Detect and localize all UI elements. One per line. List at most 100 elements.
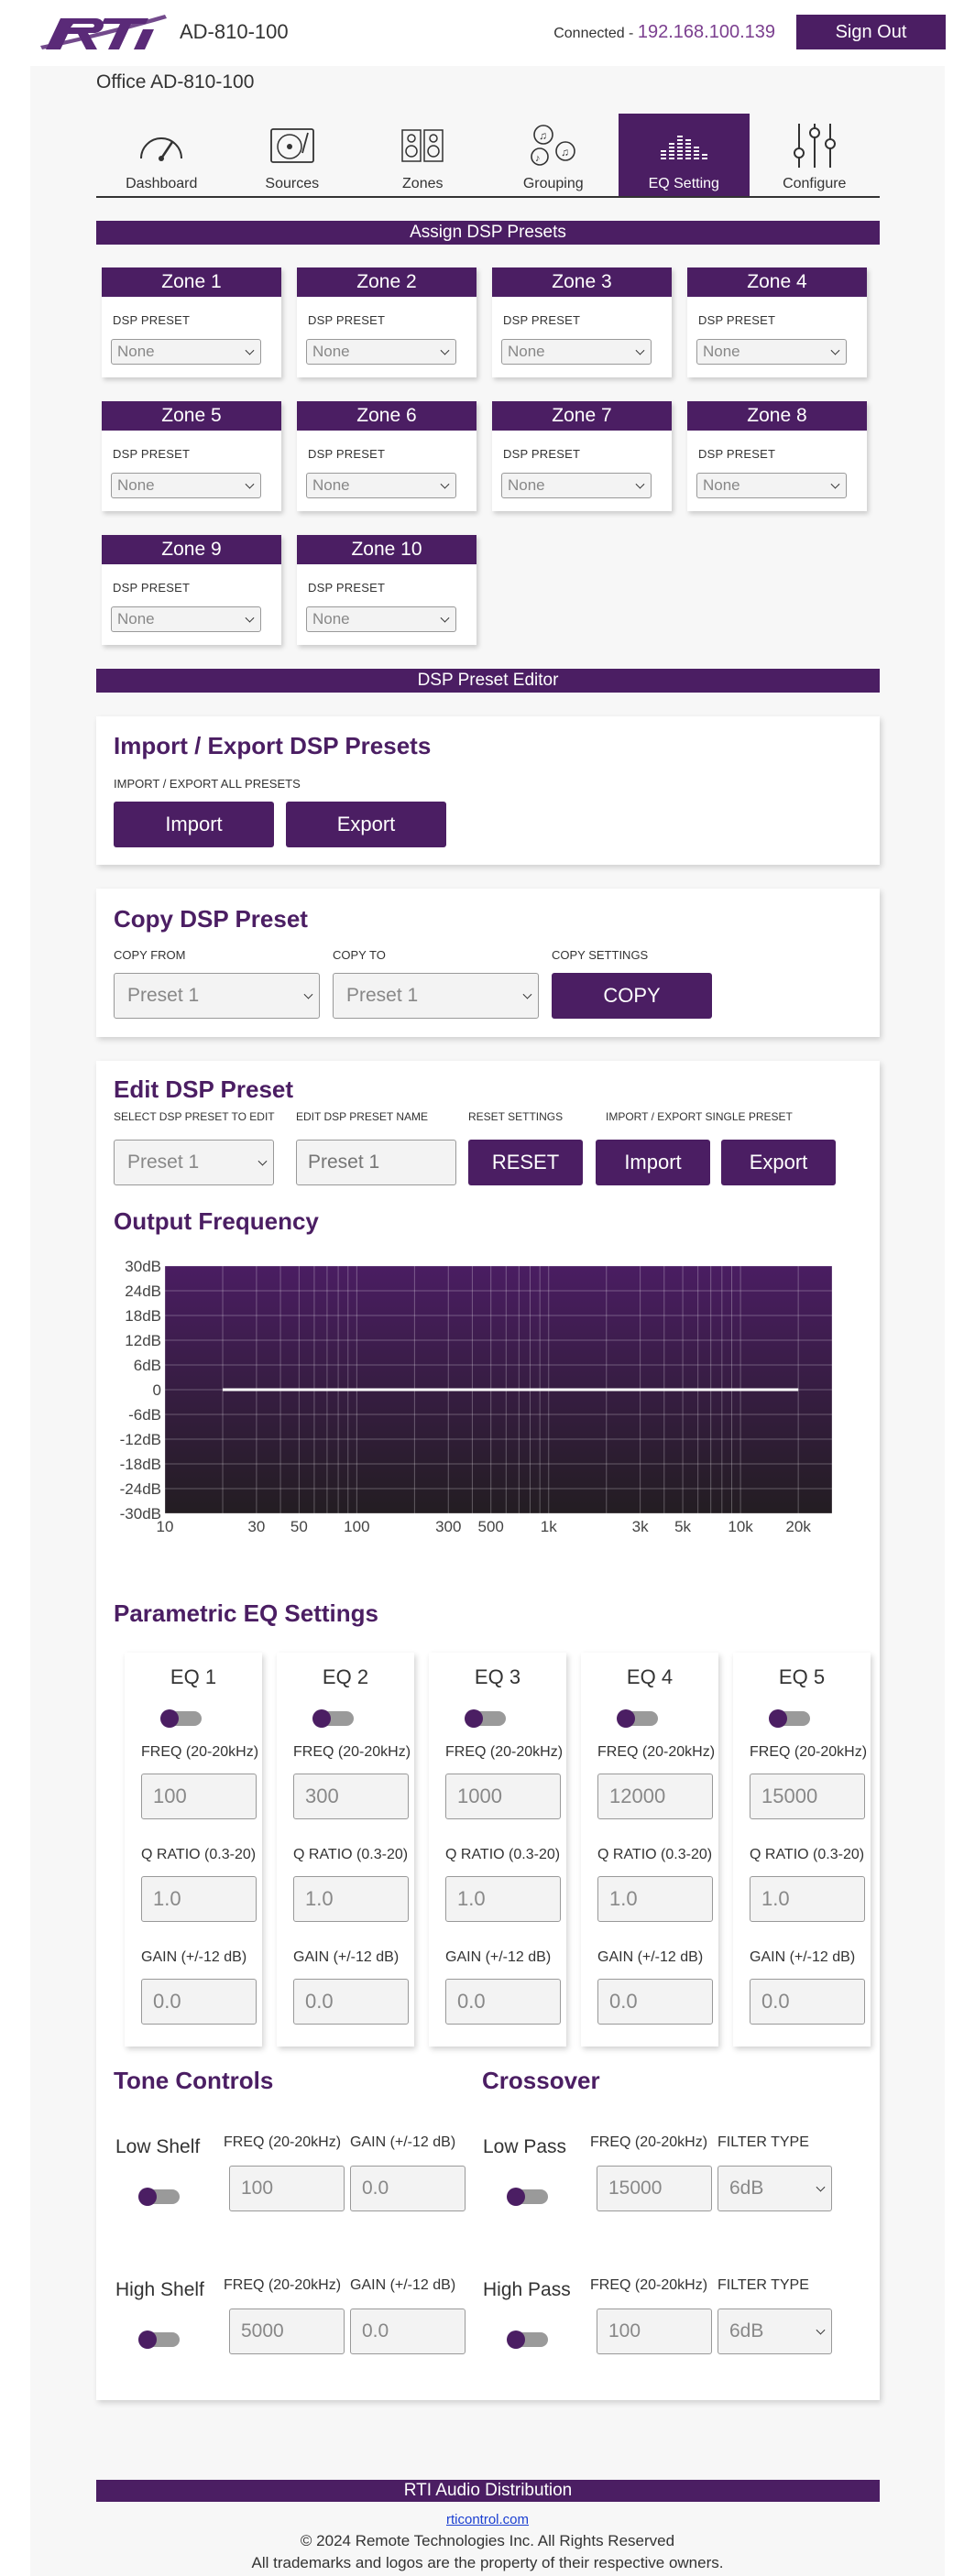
dsp-preset-select[interactable]: None: [501, 339, 652, 365]
freq-label: FREQ (20-20kHz): [750, 1744, 868, 1760]
y-tick-label: -18dB: [120, 1456, 161, 1473]
tab-configure[interactable]: Configure: [750, 114, 881, 196]
dsp-preset-select[interactable]: None: [501, 473, 652, 498]
low-shelf-freq-input[interactable]: 100: [229, 2166, 345, 2211]
low-pass-filter-select[interactable]: 6dB: [718, 2166, 832, 2211]
tab-dashboard[interactable]: Dashboard: [96, 114, 227, 196]
freq-input[interactable]: 12000: [597, 1774, 713, 1819]
eq-band-toggle[interactable]: [769, 1709, 810, 1728]
tab-eq-setting[interactable]: EQ Setting: [619, 114, 750, 196]
y-tick-label: 24dB: [125, 1283, 161, 1300]
low-pass-toggle[interactable]: [507, 2188, 548, 2206]
dsp-preset-select[interactable]: None: [111, 606, 261, 632]
copy-from-label: COPY FROM: [114, 948, 186, 962]
sign-out-button[interactable]: Sign Out: [796, 15, 946, 49]
dsp-preset-select[interactable]: None: [306, 473, 456, 498]
copy-to-select[interactable]: Preset 1: [333, 973, 539, 1019]
dsp-preset-select[interactable]: None: [111, 339, 261, 365]
eq-band-toggle[interactable]: [617, 1709, 658, 1728]
freq-input[interactable]: 1000: [445, 1774, 561, 1819]
y-tick-label: 6dB: [134, 1357, 161, 1374]
reset-button[interactable]: RESET: [468, 1140, 583, 1185]
eq-band-card: EQ 3 FREQ (20-20kHz) 1000 Q RATIO (0.3-2…: [429, 1653, 566, 2047]
x-tick-label: 1k: [541, 1518, 557, 1535]
high-pass-freq-input[interactable]: 100: [597, 2309, 712, 2354]
eq-band-title: EQ 2: [322, 1665, 369, 1688]
q-ratio-input[interactable]: 1.0: [750, 1876, 865, 1922]
dsp-preset-label: DSP PRESET: [113, 447, 191, 461]
export-all-button[interactable]: Export: [286, 802, 446, 847]
low-shelf-gain-input[interactable]: 0.0: [350, 2166, 466, 2211]
eq-band-toggle[interactable]: [312, 1709, 354, 1728]
turntable-icon: [227, 123, 358, 169]
svg-text:♪: ♪: [535, 153, 541, 164]
dsp-preset-select[interactable]: None: [696, 339, 847, 365]
dsp-preset-select[interactable]: None: [306, 339, 456, 365]
high-shelf-freq-input[interactable]: 5000: [229, 2309, 345, 2354]
y-tick-label: -6dB: [128, 1406, 161, 1424]
gain-label: GAIN (+/-12 dB): [141, 1949, 247, 1965]
eq-band-toggle[interactable]: [160, 1709, 202, 1728]
high-pass-filter-select[interactable]: 6dB: [718, 2309, 832, 2354]
dsp-preset-select[interactable]: None: [306, 606, 456, 632]
zone-card: Zone 10 DSP PRESET None: [297, 535, 477, 645]
freq-input[interactable]: 15000: [750, 1774, 865, 1819]
copy-to-label: COPY TO: [333, 948, 386, 962]
zone-title: Zone 10: [297, 535, 477, 564]
dsp-preset-label: DSP PRESET: [308, 581, 386, 595]
q-ratio-input[interactable]: 1.0: [445, 1876, 561, 1922]
nav-tabs: Dashboard Sources Zones ♫ ♪ ♫ Grouping: [96, 114, 880, 198]
export-single-button[interactable]: Export: [721, 1140, 836, 1185]
eq-band-title: EQ 1: [170, 1665, 217, 1688]
freq-label: FREQ (20-20kHz): [597, 1744, 716, 1760]
dsp-preset-select[interactable]: None: [696, 473, 847, 498]
x-tick-label: 5k: [674, 1518, 691, 1535]
high-shelf-toggle[interactable]: [138, 2330, 180, 2349]
q-ratio-input[interactable]: 1.0: [141, 1876, 257, 1922]
copy-button[interactable]: COPY: [552, 973, 712, 1019]
footer-link[interactable]: rticontrol.com: [445, 2512, 530, 2527]
edit-preset-name-label: EDIT DSP PRESET NAME: [296, 1110, 429, 1123]
eq-band-toggle[interactable]: [465, 1709, 506, 1728]
low-pass-freq-input[interactable]: 15000: [597, 2166, 712, 2211]
preset-name-input[interactable]: [296, 1140, 456, 1185]
dsp-preset-label: DSP PRESET: [113, 581, 191, 595]
gain-input[interactable]: 0.0: [141, 1979, 257, 2025]
gain-input[interactable]: 0.0: [750, 1979, 865, 2025]
tab-grouping[interactable]: ♫ ♪ ♫ Grouping: [488, 114, 619, 196]
gain-input[interactable]: 0.0: [293, 1979, 409, 2025]
import-all-button[interactable]: Import: [114, 802, 274, 847]
q-ratio-input[interactable]: 1.0: [293, 1876, 409, 1922]
freq-input[interactable]: 300: [293, 1774, 409, 1819]
x-tick-label: 300: [435, 1518, 461, 1535]
dsp-preset-select[interactable]: None: [111, 473, 261, 498]
edit-preset-title: Edit DSP Preset: [114, 1075, 294, 1103]
import-single-button[interactable]: Import: [596, 1140, 710, 1185]
import-export-all-label: IMPORT / EXPORT ALL PRESETS: [114, 777, 301, 791]
location-title: Office AD-810-100: [96, 71, 255, 93]
low-pass-filter-label: FILTER TYPE: [718, 2134, 809, 2150]
select-preset-dropdown[interactable]: Preset 1: [114, 1140, 274, 1185]
sliders-icon: [750, 123, 881, 169]
speakers-icon: [357, 123, 488, 169]
gain-input[interactable]: 0.0: [597, 1979, 713, 2025]
tab-label: Sources: [265, 176, 320, 191]
freq-input[interactable]: 100: [141, 1774, 257, 1819]
freq-label: FREQ (20-20kHz): [293, 1744, 411, 1760]
q-ratio-input[interactable]: 1.0: [597, 1876, 713, 1922]
y-tick-label: -12dB: [120, 1431, 161, 1448]
q-ratio-label: Q RATIO (0.3-20): [293, 1847, 409, 1862]
tab-zones[interactable]: Zones: [357, 114, 488, 196]
copy-from-select[interactable]: Preset 1: [114, 973, 320, 1019]
equalizer-icon: [619, 123, 750, 169]
high-shelf-gain-input[interactable]: 0.0: [350, 2309, 466, 2354]
dsp-preset-editor-header: DSP Preset Editor: [96, 669, 880, 693]
low-shelf-toggle[interactable]: [138, 2188, 180, 2206]
high-pass-toggle[interactable]: [507, 2330, 548, 2349]
zone-title: Zone 9: [102, 535, 281, 564]
select-preset-label: SELECT DSP PRESET TO EDIT: [114, 1110, 275, 1123]
eq-band-card: EQ 1 FREQ (20-20kHz) 100 Q RATIO (0.3-20…: [125, 1653, 262, 2047]
freq-label: FREQ (20-20kHz): [141, 1744, 259, 1760]
gain-input[interactable]: 0.0: [445, 1979, 561, 2025]
tab-sources[interactable]: Sources: [227, 114, 358, 196]
